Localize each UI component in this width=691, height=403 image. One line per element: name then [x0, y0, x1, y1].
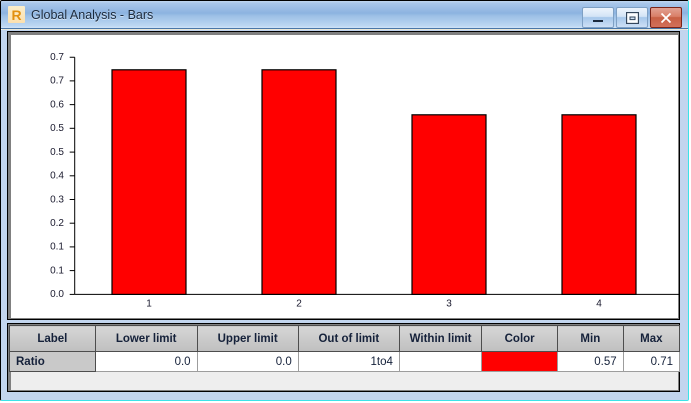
svg-text:0.6: 0.6	[50, 99, 64, 110]
svg-text:0.5: 0.5	[50, 123, 64, 134]
svg-text:2: 2	[296, 299, 302, 310]
svg-text:0.4: 0.4	[50, 171, 64, 182]
svg-text:0.0: 0.0	[50, 289, 64, 300]
svg-text:0.7: 0.7	[50, 76, 64, 87]
svg-text:0.7: 0.7	[50, 52, 64, 63]
svg-text:4: 4	[596, 299, 602, 310]
svg-text:3: 3	[446, 299, 452, 310]
svg-text:0.3: 0.3	[50, 194, 64, 205]
svg-text:0.1: 0.1	[50, 242, 64, 253]
svg-text:0.5: 0.5	[50, 147, 64, 158]
svg-text:0.2: 0.2	[50, 218, 64, 229]
svg-text:0.1: 0.1	[50, 265, 64, 276]
svg-text:1: 1	[146, 299, 152, 310]
